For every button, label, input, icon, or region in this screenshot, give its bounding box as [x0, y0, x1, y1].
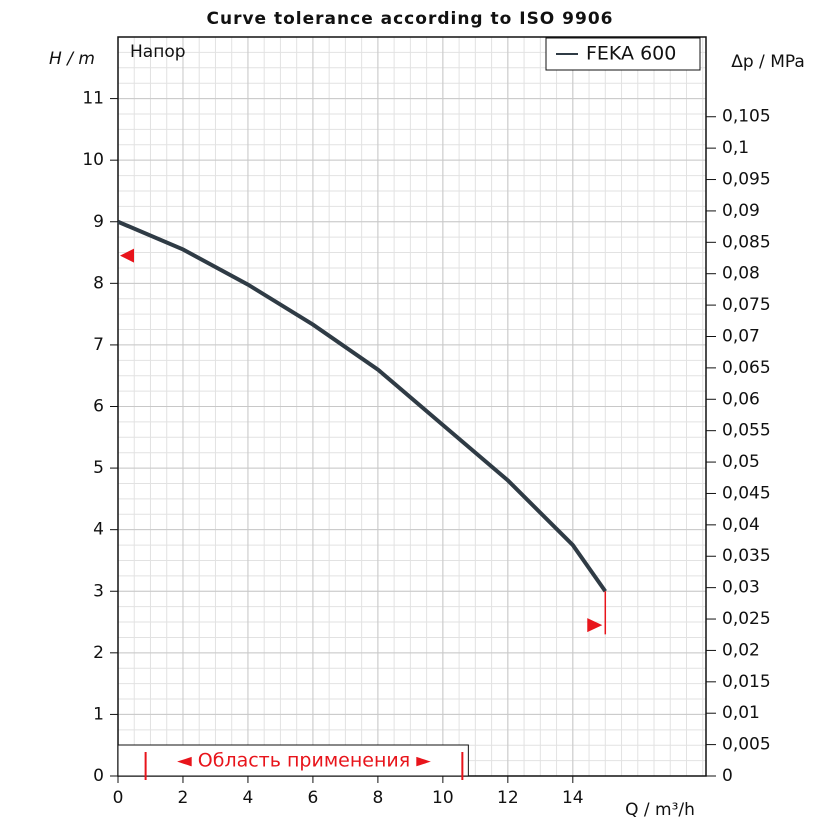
x-tick-label: 0 [113, 788, 124, 808]
y2-tick-label: 0,085 [722, 232, 771, 252]
y2-tick-label: 0,025 [722, 609, 771, 629]
y2-tick-label: 0,075 [722, 295, 771, 315]
x-tick-label: 8 [372, 788, 383, 808]
y-tick-label: 5 [93, 458, 104, 478]
y-tick-label: 7 [93, 335, 104, 355]
x-axis-label: Q / m³/h [625, 800, 695, 820]
y-tick-label: 1 [93, 704, 104, 724]
y-tick-label: 8 [93, 273, 104, 293]
y-tick-label: 4 [93, 520, 104, 540]
y-tick-label: 9 [93, 212, 104, 232]
y2-tick-label: 0,05 [722, 452, 760, 472]
application-box [117, 744, 469, 777]
y2-tick-label: 0,09 [722, 201, 760, 221]
y-tick-label: 11 [82, 89, 104, 109]
y-tick-label: 6 [93, 397, 104, 417]
y2-tick-label: 0,065 [722, 358, 771, 378]
y2-axis-label: Δp / MPa [731, 52, 805, 72]
y2-tick-label: 0,03 [722, 578, 760, 598]
y2-tick-label: 0,08 [722, 264, 760, 284]
y2-tick-label: 0,045 [722, 483, 771, 503]
x-tick-label: 4 [243, 788, 254, 808]
y-tick-label: 2 [93, 643, 104, 663]
y2-tick-label: 0,04 [722, 515, 760, 535]
y2-tick-label: 0,06 [722, 389, 760, 409]
y-tick-label: 3 [93, 581, 104, 601]
chart-title: Curve tolerance according to ISO 9906 [207, 9, 614, 29]
y2-tick-label: 0,02 [722, 640, 760, 660]
y-tick-label: 0 [93, 766, 104, 786]
tolerance-marker [120, 248, 134, 263]
y-tick-label: 10 [82, 150, 104, 170]
annotation: Напор [130, 42, 186, 62]
y2-tick-label: 0 [722, 766, 733, 786]
x-tick-label: 2 [178, 788, 189, 808]
y2-tick-label: 0,055 [722, 421, 771, 441]
application-label: ◄ Область применения ► [177, 750, 431, 772]
y2-tick-label: 0,095 [722, 170, 771, 190]
y-axis-label: H / m [49, 49, 95, 69]
y2-tick-label: 0,035 [722, 546, 771, 566]
x-tick-label: 14 [562, 788, 584, 808]
y2-tick-label: 0,01 [722, 703, 760, 723]
legend: FEKA 600 [545, 37, 701, 71]
y2-tick-label: 0,1 [722, 138, 749, 158]
x-tick-label: 10 [432, 788, 454, 808]
x-tick-label: 12 [497, 788, 519, 808]
y2-tick-label: 0,07 [722, 326, 760, 346]
y2-tick-label: 0,015 [722, 672, 771, 692]
y2-tick-label: 0,005 [722, 735, 771, 755]
y2-tick-label: 0,105 [722, 107, 771, 127]
curve [117, 219, 607, 593]
legend-label: FEKA 600 [586, 43, 676, 65]
x-tick-label: 6 [308, 788, 319, 808]
tolerance-marker [587, 618, 603, 633]
